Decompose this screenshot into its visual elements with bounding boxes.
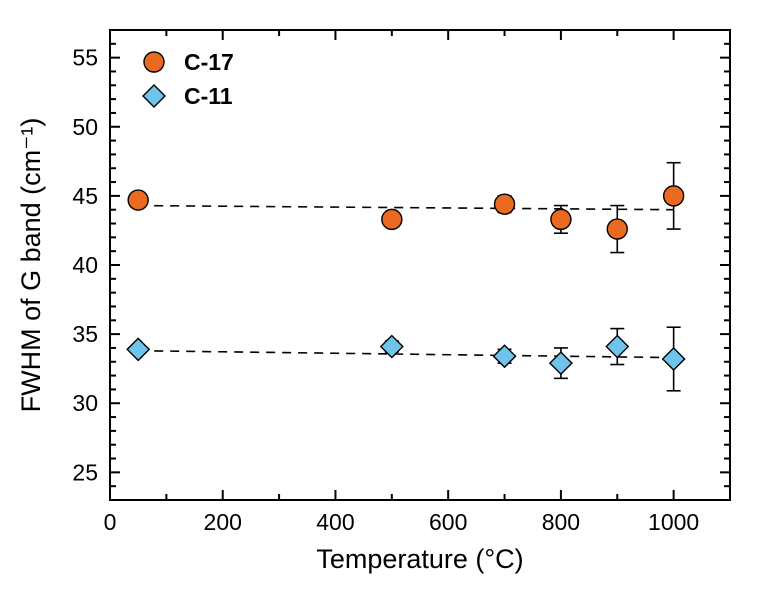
y-tick-label: 55 (72, 45, 98, 71)
legend-swatch-c17 (144, 52, 164, 72)
x-tick-label: 600 (429, 509, 467, 535)
y-tick-label: 45 (72, 183, 98, 209)
x-tick-label: 200 (204, 509, 242, 535)
y-tick-label: 25 (72, 459, 98, 485)
figure-container: 0 200 400 600 800 1000 25 30 35 40 45 50 55 Temperatu… (0, 0, 771, 592)
x-tick-label: 400 (316, 509, 354, 535)
y-axis-title: FWHM of G band (cm⁻¹) (16, 118, 46, 413)
c17-point (495, 194, 515, 214)
x-tick-label: 0 (104, 509, 117, 535)
x-tick-label: 800 (542, 509, 580, 535)
y-tick-label: 40 (72, 252, 98, 278)
c17-point (128, 190, 148, 210)
scatter-chart: 0 200 400 600 800 1000 25 30 35 40 45 50 55 Temperatu… (0, 0, 771, 592)
x-tick-label: 1000 (648, 509, 699, 535)
c17-point (664, 186, 684, 206)
c17-point (607, 219, 627, 239)
y-tick-label: 30 (72, 390, 98, 416)
c17-point (382, 209, 402, 229)
chart-background (0, 0, 771, 592)
x-axis-title: Temperature (°C) (316, 544, 523, 574)
y-tick-label: 35 (72, 321, 98, 347)
legend-label-c17: C-17 (184, 49, 234, 75)
legend-label-c11: C-11 (184, 83, 233, 109)
c17-point (551, 209, 571, 229)
y-tick-label: 50 (72, 114, 98, 140)
